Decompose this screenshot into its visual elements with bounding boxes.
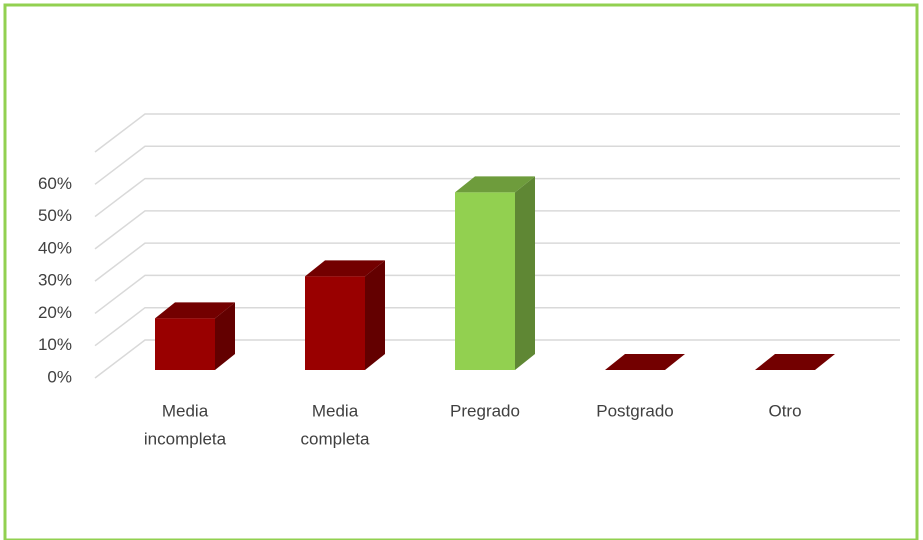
bar-top — [455, 176, 535, 193]
x-tick-label: incompleta — [144, 429, 227, 448]
bar-top — [305, 260, 385, 277]
x-tick-label: Otro — [768, 401, 801, 420]
y-tick-label: 20% — [38, 303, 72, 322]
bar-side — [365, 260, 385, 370]
x-tick-label: Pregrado — [450, 401, 520, 420]
grid-line — [94, 274, 900, 315]
grid-line — [94, 242, 900, 282]
bar-side — [215, 302, 235, 370]
x-tick-label: Media — [312, 401, 359, 420]
bar — [305, 260, 385, 370]
bar — [455, 176, 535, 370]
bar-side — [515, 176, 535, 370]
x-tick-label: completa — [301, 429, 371, 448]
y-tick-label: 40% — [38, 238, 72, 257]
y-tick-label: 0% — [47, 367, 72, 386]
y-tick-label: 50% — [38, 206, 72, 225]
bar-front — [305, 276, 365, 370]
wall-top — [94, 113, 900, 153]
x-tick-label: Postgrado — [596, 401, 674, 420]
grid-line — [94, 210, 900, 250]
x-tick-label: Media — [162, 401, 209, 420]
y-tick-label: 60% — [38, 174, 72, 193]
y-tick-label: 30% — [38, 271, 72, 290]
bar-top — [155, 302, 235, 319]
bar — [155, 302, 235, 370]
bar-front — [455, 192, 515, 370]
grid-line — [94, 306, 900, 347]
grid-line — [94, 145, 900, 185]
grid-line — [94, 339, 900, 379]
bar-top — [755, 354, 835, 370]
bar — [755, 354, 835, 370]
bar — [605, 354, 685, 370]
bar-top — [605, 354, 685, 370]
grid-line — [94, 177, 900, 218]
y-tick-label: 10% — [38, 335, 72, 354]
bar-front — [155, 318, 215, 370]
